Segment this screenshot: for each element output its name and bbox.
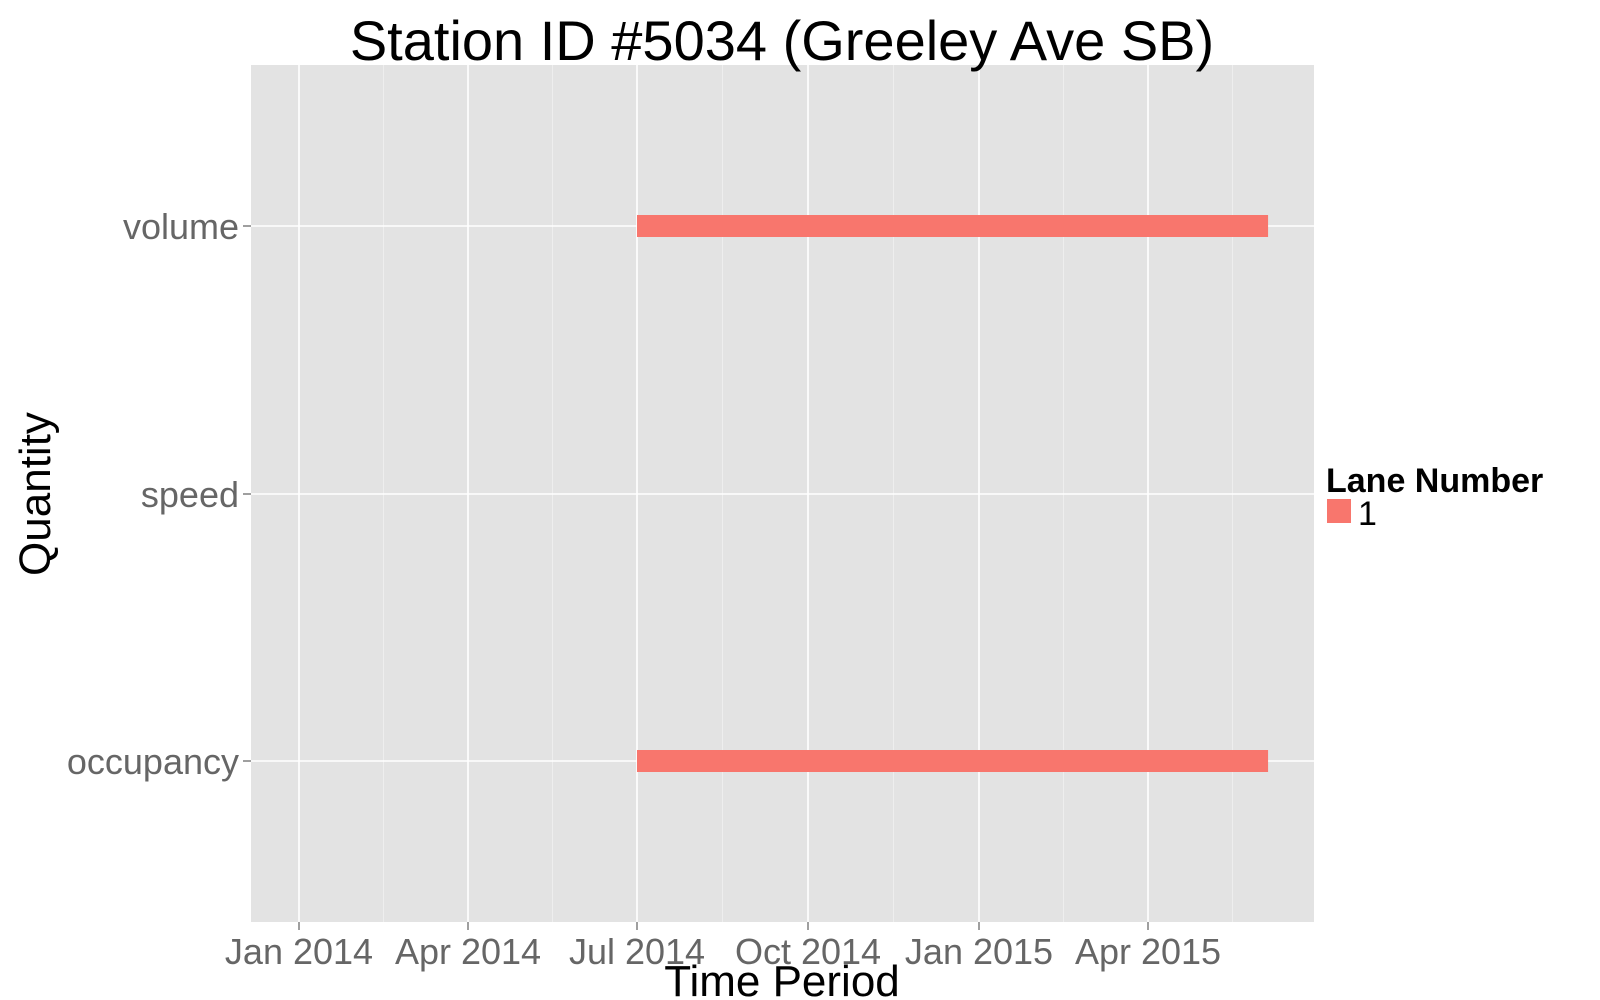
bar-occupancy-lane-1	[637, 750, 1269, 772]
y-axis-title: Quantity	[11, 412, 60, 576]
chart-title: Station ID #5034 (Greeley Ave SB)	[350, 9, 1214, 72]
legend-title: Lane Number	[1326, 462, 1543, 500]
bar-layer	[637, 215, 1269, 772]
legend-swatch-lane-1	[1325, 497, 1353, 525]
legend: Lane Number 1	[1325, 462, 1543, 533]
tick-layer: Jan 2014 Apr 2014 Jul 2014 Oct 2014 Jan 2015…	[67, 206, 1221, 972]
x-tick-label-4: Jan 2015	[905, 931, 1053, 972]
x-tick-label-0: Jan 2014	[225, 931, 373, 972]
x-tick-label-1: Apr 2014	[395, 931, 541, 972]
legend-label-lane-1: 1	[1358, 495, 1377, 533]
x-tick-label-3: Oct 2014	[735, 931, 881, 972]
x-axis-title: Time Period	[664, 957, 900, 1000]
y-tick-label-occupancy: occupancy	[67, 741, 239, 782]
x-tick-label-5: Apr 2015	[1075, 931, 1221, 972]
bar-volume-lane-1	[637, 215, 1269, 237]
y-tick-label-volume: volume	[123, 206, 239, 247]
x-tick-label-2: Jul 2014	[569, 931, 705, 972]
y-tick-label-speed: speed	[141, 474, 239, 515]
